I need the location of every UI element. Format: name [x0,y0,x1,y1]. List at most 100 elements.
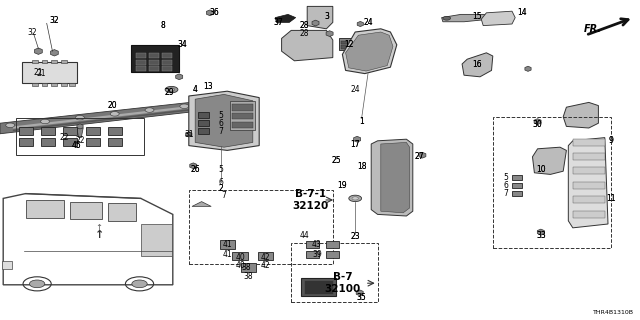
Bar [232,104,253,111]
Text: 1: 1 [359,117,364,126]
Text: 20: 20 [107,101,117,110]
Bar [149,53,159,58]
Bar [108,203,136,221]
Polygon shape [481,11,515,26]
Circle shape [145,108,154,112]
Bar [136,53,146,58]
Text: 34: 34 [177,40,188,49]
Polygon shape [275,14,296,22]
Polygon shape [13,109,192,131]
Text: ↑: ↑ [95,230,104,240]
Polygon shape [51,50,58,56]
Bar [162,66,172,71]
Bar [339,38,362,50]
Bar [573,139,605,146]
Text: 28: 28 [300,29,308,38]
Polygon shape [195,94,253,147]
Polygon shape [77,128,83,138]
Text: 6: 6 [503,181,508,190]
Circle shape [352,197,358,200]
Circle shape [40,119,49,124]
Text: 5: 5 [503,173,508,182]
Text: 40: 40 [235,253,245,262]
Text: 16: 16 [472,60,482,68]
Text: 4: 4 [193,85,198,94]
Text: 29: 29 [164,88,175,97]
Text: 1: 1 [359,117,364,126]
Bar [304,280,333,294]
Bar [19,138,33,146]
Text: 8: 8 [161,21,166,30]
Bar [16,118,144,155]
Polygon shape [326,31,333,36]
Circle shape [349,195,362,202]
Text: 5: 5 [218,165,223,174]
Bar [573,196,605,203]
Bar [326,241,339,248]
Bar [32,83,38,86]
Text: 7: 7 [221,191,227,200]
Text: 8: 8 [161,21,166,30]
Text: 24: 24 [363,18,373,27]
Polygon shape [371,139,413,216]
Text: 2: 2 [218,184,223,193]
Text: 3: 3 [324,12,329,20]
Text: 38: 38 [241,263,252,272]
Polygon shape [312,20,319,26]
Polygon shape [35,48,42,54]
Text: 10: 10 [536,165,546,174]
Bar [42,83,47,86]
Text: 44: 44 [299,231,309,240]
Text: 16: 16 [472,60,482,68]
Bar [136,60,146,65]
Bar [232,122,253,128]
Bar [512,175,522,180]
Text: 33: 33 [536,231,546,240]
Bar [573,182,605,189]
Polygon shape [189,91,259,150]
Bar [512,191,522,196]
Bar [350,41,356,44]
Bar [162,60,172,65]
Text: 25: 25 [331,156,341,164]
Text: 30: 30 [532,120,543,129]
Polygon shape [442,14,490,22]
Text: 9: 9 [609,136,614,145]
Text: 17: 17 [350,140,360,148]
Text: 32: 32 [27,28,37,36]
Bar [141,224,172,256]
Bar [69,83,75,86]
Text: 5: 5 [218,111,223,120]
Text: 40: 40 [235,261,245,270]
Bar [301,278,336,296]
Text: 23: 23 [350,232,360,241]
Text: 6: 6 [218,119,223,128]
Text: 27: 27 [414,152,424,161]
Circle shape [110,112,119,116]
Text: 21: 21 [34,68,43,76]
Text: 31: 31 [184,130,194,139]
Text: FR.: FR. [584,24,602,34]
Text: ↑: ↑ [96,223,102,232]
Bar [341,41,348,44]
Polygon shape [357,21,364,27]
Text: 7: 7 [218,127,223,136]
Bar [41,127,55,135]
Text: 10: 10 [536,165,546,174]
Text: 28: 28 [300,21,308,30]
Polygon shape [356,290,363,296]
Text: 26: 26 [190,165,200,174]
Polygon shape [462,53,493,77]
Text: 22: 22 [76,136,84,145]
Text: 42: 42 [260,261,271,270]
Bar [198,120,209,126]
Circle shape [76,116,84,120]
Text: 3: 3 [324,12,329,20]
Polygon shape [532,147,566,174]
Bar [512,183,522,188]
Text: 18: 18 [357,162,366,171]
Circle shape [132,280,147,288]
Text: 32: 32 [49,16,60,25]
Bar [306,241,319,248]
Text: 41: 41 [222,250,232,259]
